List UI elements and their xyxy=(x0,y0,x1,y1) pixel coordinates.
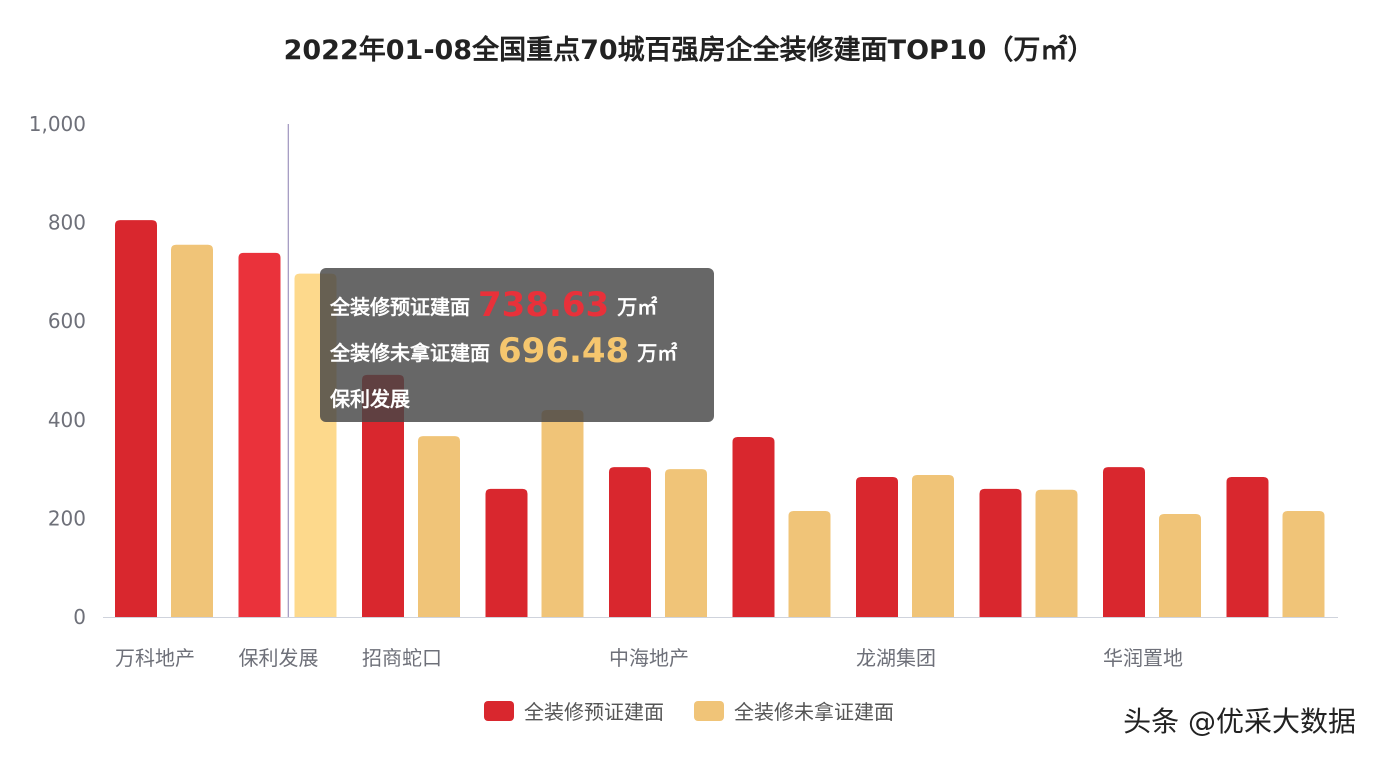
bar-presale xyxy=(1103,467,1145,617)
bar-presale xyxy=(1226,476,1269,617)
bar-unlicensed xyxy=(1159,513,1201,617)
tooltip-unit-1: 万㎡ xyxy=(617,294,658,319)
x-tick-label: 招商蛇口 xyxy=(362,646,442,670)
legend-swatch xyxy=(484,700,514,721)
bar-presale xyxy=(115,220,157,617)
chart-title: 2022年01-08全国重点70城百强房企全装修建面TOP10（万㎡） xyxy=(283,35,1095,66)
tooltip-value-2: 696.48 xyxy=(498,331,630,371)
tooltip-unit-2: 万㎡ xyxy=(637,340,678,365)
y-tick-label: 1,000 xyxy=(29,112,86,136)
tooltip-value-1: 738.63 xyxy=(478,285,610,325)
bar-presale xyxy=(979,488,1022,617)
y-tick-label: 400 xyxy=(48,408,86,432)
tooltip-label-2: 全装修未拿证建面 xyxy=(330,340,490,365)
x-tick-label: 华润置地 xyxy=(1103,646,1183,670)
watermark: 头条 @优采大数据 xyxy=(1123,705,1356,738)
bar-presale xyxy=(732,437,775,617)
bar-presale xyxy=(238,252,281,617)
bar-unlicensed xyxy=(665,469,707,617)
y-tick-label: 800 xyxy=(48,211,86,235)
bar-unlicensed xyxy=(788,511,831,617)
legend-item-series-1[interactable]: 全装修预证建面 xyxy=(484,696,664,725)
legend-label: 全装修未拿证建面 xyxy=(734,700,894,724)
bar-presale xyxy=(609,467,651,617)
x-tick-label: 万科地产 xyxy=(115,646,195,670)
bar-unlicensed xyxy=(171,244,213,617)
x-tick-label: 中海地产 xyxy=(609,646,689,670)
bar-presale xyxy=(856,476,898,617)
bar-unlicensed xyxy=(912,475,954,617)
bar-unlicensed xyxy=(541,409,584,617)
y-tick-label: 0 xyxy=(73,605,86,629)
bar-presale xyxy=(485,488,528,617)
tooltip-category: 保利发展 xyxy=(330,386,410,411)
tooltip: 全装修预证建面 738.63 万㎡ 全装修未拿证建面 696.48 万㎡ 保利发展 xyxy=(320,268,714,422)
tooltip-label-1: 全装修预证建面 xyxy=(330,294,470,319)
bar-presale xyxy=(362,374,404,617)
y-tick-label: 600 xyxy=(48,309,86,333)
legend-item-series-2[interactable]: 全装修未拿证建面 xyxy=(694,696,894,725)
legend: 全装修预证建面 全装修未拿证建面 xyxy=(0,696,1378,725)
bar-unlicensed xyxy=(1282,511,1325,617)
x-tick-label: 保利发展 xyxy=(239,646,319,670)
legend-label: 全装修预证建面 xyxy=(524,700,664,724)
y-tick-label: 200 xyxy=(48,506,86,530)
bar-unlicensed xyxy=(418,436,460,617)
legend-swatch xyxy=(694,700,724,721)
bar-unlicensed xyxy=(1035,489,1078,617)
x-tick-label: 龙湖集团 xyxy=(856,646,936,670)
